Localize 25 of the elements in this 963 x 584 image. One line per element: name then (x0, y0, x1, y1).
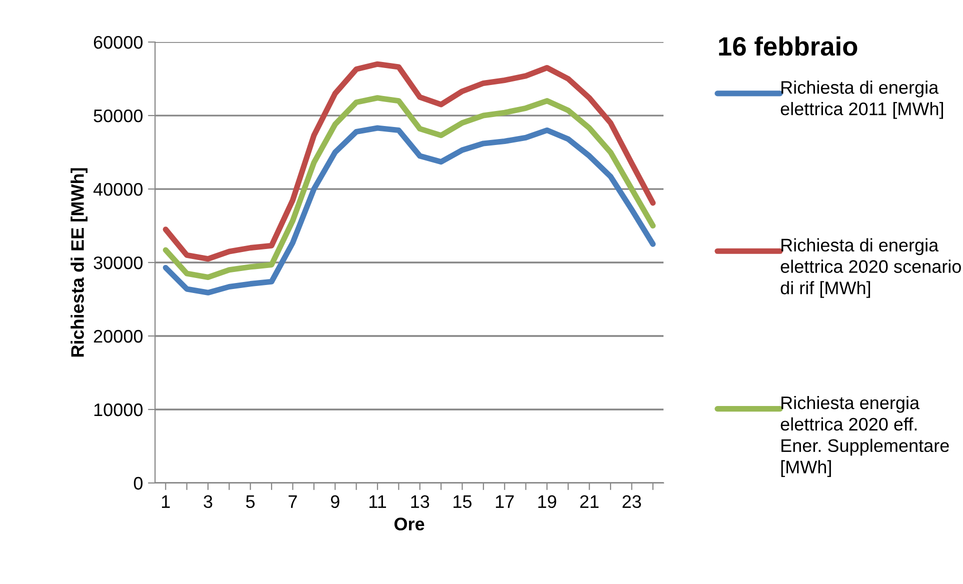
x-tick-label: 15 (454, 495, 472, 508)
y-tick-label: 40000 (93, 182, 143, 196)
y-axis-title: Richiesta di EE [MWh] (70, 168, 88, 357)
x-tick-label: 1 (162, 495, 170, 508)
x-tick-label: 19 (538, 495, 556, 508)
x-tick-label: 13 (411, 495, 430, 508)
y-tick-label: 50000 (94, 109, 143, 122)
x-tick-label: 5 (246, 495, 255, 508)
y-tick-label: 60000 (94, 36, 143, 49)
x-tick-label: 9 (330, 495, 340, 508)
x-tick-label: 3 (204, 495, 212, 508)
x-tick-label: 21 (580, 495, 599, 508)
text: 16 febbraio (719, 36, 858, 56)
x-tick-label: 17 (496, 495, 514, 508)
y-tick-label: 0 (134, 476, 143, 490)
legend-label: Richiesta energia elettrica 2020 eff. Ener. Supplementare [MWh] (780, 396, 949, 478)
y-tick-label: 30000 (94, 256, 143, 270)
x-axis-title: Ore (394, 518, 424, 530)
x-tick-label: 23 (622, 495, 641, 508)
x-tick-label: 7 (288, 495, 297, 508)
y-tick-label: 10000 (94, 403, 143, 416)
legend-label: Richiesta di energia elettrica 2011 [MWh] (780, 80, 943, 119)
x-tick-label: 11 (370, 495, 386, 508)
y-tick-label: 20000 (94, 330, 143, 343)
legend-label: Richiesta di energia elettrica 2020 scenario di rif [MWh] (780, 238, 961, 298)
